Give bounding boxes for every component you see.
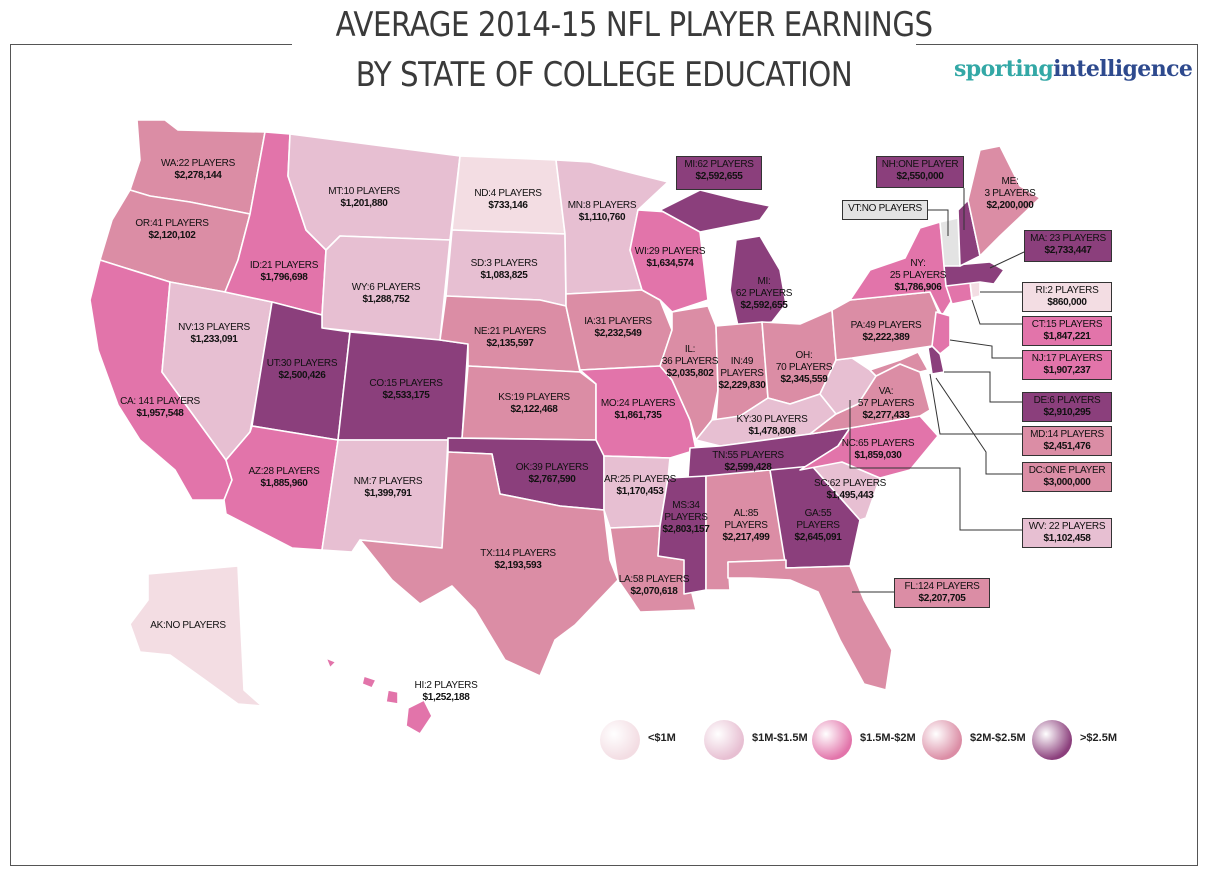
state-md[interactable] [869, 351, 929, 377]
label-id: ID:21 PLAYERS $1,796,698 [249, 260, 319, 283]
label-in: IN:49 PLAYERS $2,229,830 [718, 356, 766, 391]
label-wa: WA:22 PLAYERS $2,278,144 [161, 158, 235, 181]
state-ri[interactable] [969, 281, 981, 299]
callout-fl: FL:124 PLAYERS $2,207,705 [894, 578, 990, 608]
label-ia: IA:31 PLAYERS $2,232,549 [584, 316, 652, 339]
callout-dc: DC:ONE PLAYER $3,000,000 [1022, 462, 1112, 492]
label-tn: TN:55 PLAYERS $2,599,428 [712, 450, 784, 473]
label-mo: MO:24 PLAYERS $1,861,735 [600, 398, 676, 421]
state-mi-upper[interactable] [659, 189, 771, 233]
state-fl[interactable] [727, 559, 893, 691]
state-nj[interactable] [931, 311, 951, 355]
legend-label: <$1M [648, 732, 676, 744]
label-co: CO:15 PLAYERS $2,533,175 [369, 378, 443, 401]
label-la: LA:58 PLAYERS $2,070,618 [618, 574, 690, 597]
title: AVERAGE 2014-15 NFL PLAYER EARNINGS BY S… [292, 0, 933, 98]
callout-nh: NH:ONE PLAYER $2,550,000 [876, 156, 964, 188]
label-ut: UT:30 PLAYERS $2,500,426 [266, 358, 338, 381]
label-ok: OK:39 PLAYERS $2,767,590 [515, 462, 589, 485]
state-nc[interactable] [799, 415, 939, 479]
label-al: AL:85 PLAYERS $2,217,499 [722, 508, 770, 543]
legend-label: $1M-$1.5M [752, 732, 808, 744]
logo-part-2: intelligence [1053, 56, 1193, 82]
state-co[interactable] [337, 331, 469, 441]
legend-swatch [922, 720, 962, 760]
title-line-2: BY STATE OF COLLEGE EDUCATION [355, 55, 853, 95]
label-ms: MS:34 PLAYERS $2,803,157 [662, 500, 710, 535]
label-mn: MN:8 PLAYERS $1,110,760 [567, 200, 637, 223]
label-mi: MI: 62 PLAYERS $2,592,655 [735, 276, 793, 311]
title-line-1: AVERAGE 2014-15 NFL PLAYER EARNINGS [335, 5, 933, 45]
state-ak[interactable] [129, 565, 263, 707]
label-va: VA: 57 PLAYERS $2,277,433 [857, 386, 915, 421]
label-ne: NE:21 PLAYERS $2,135,597 [473, 326, 547, 349]
label-sc: SC:62 PLAYERS $1,495,443 [813, 478, 887, 501]
label-nc: NC:65 PLAYERS $1,859,030 [841, 438, 915, 461]
label-ga: GA:55 PLAYERS $2,645,091 [794, 508, 842, 543]
state-ma[interactable] [943, 261, 1005, 287]
callout-vt: VT:NO PLAYERS [842, 200, 928, 220]
callout-ma: MA: 23 PLAYERS $2,733,447 [1024, 230, 1112, 262]
legend-swatch [812, 720, 852, 760]
sportingintelligence-logo: sportingintelligence [954, 56, 1193, 82]
callout-de: DE:6 PLAYERS $2,910,295 [1022, 392, 1112, 422]
callout-ct: CT:15 PLAYERS $1,847,221 [1022, 316, 1112, 346]
legend-swatch [1032, 720, 1072, 760]
label-me: ME: 3 PLAYERS $2,200,000 [984, 176, 1036, 211]
label-oh: OH: 70 PLAYERS $2,345,559 [775, 350, 833, 385]
legend-swatch [600, 720, 640, 760]
label-ar: AR:25 PLAYERS $1,170,453 [603, 474, 677, 497]
label-or: OR:41 PLAYERS $2,120,102 [135, 218, 209, 241]
legend-label: >$2.5M [1080, 732, 1117, 744]
label-ky: KY:30 PLAYERS $1,478,808 [736, 414, 808, 437]
legend-swatch [704, 720, 744, 760]
label-ak: AK:NO PLAYERS [150, 620, 226, 631]
callout-nj: NJ:17 PLAYERS $1,907,237 [1022, 350, 1112, 380]
label-nd: ND:4 PLAYERS $733,146 [474, 188, 542, 211]
state-tx[interactable] [359, 451, 619, 677]
label-nv: NV:13 PLAYERS $1,233,091 [178, 322, 250, 345]
label-hi: HI:2 PLAYERS $1,252,188 [414, 680, 478, 703]
label-nm: NM:7 PLAYERS $1,399,791 [353, 476, 423, 499]
callout-ri: RI:2 PLAYERS $860,000 [1022, 282, 1112, 312]
label-ny: NY: 25 PLAYERS $1,786,906 [889, 258, 947, 293]
state-mi[interactable] [729, 235, 787, 327]
label-ca: CA: 141 PLAYERS $1,957,548 [120, 396, 200, 419]
state-hi[interactable] [325, 657, 433, 735]
label-il: IL: 36 PLAYERS $2,035,802 [661, 344, 719, 379]
label-wi: WI:29 PLAYERS $1,634,574 [634, 246, 706, 269]
leader-lines [849, 188, 1025, 593]
legend-label: $2M-$2.5M [970, 732, 1026, 744]
callout-md: MD:14 PLAYERS $2,451,476 [1022, 426, 1112, 456]
label-wy: WY:6 PLAYERS $1,288,752 [351, 282, 421, 305]
label-mt: MT:10 PLAYERS $1,201,880 [328, 186, 400, 209]
callout-mi: MI:62 PLAYERS $2,592,655 [676, 156, 762, 190]
label-az: AZ:28 PLAYERS $1,885,960 [248, 466, 320, 489]
label-ks: KS:19 PLAYERS $2,122,468 [498, 392, 570, 415]
state-me[interactable] [967, 145, 1041, 257]
label-pa: PA:49 PLAYERS $2,222,389 [850, 320, 922, 343]
logo-part-1: sporting [954, 56, 1054, 82]
label-sd: SD:3 PLAYERS $1,083,825 [470, 258, 538, 281]
legend-label: $1.5M-$2M [860, 732, 916, 744]
callout-wv: WV: 22 PLAYERS $1,102,458 [1022, 518, 1112, 548]
label-tx: TX:114 PLAYERS $2,193,593 [480, 548, 556, 571]
